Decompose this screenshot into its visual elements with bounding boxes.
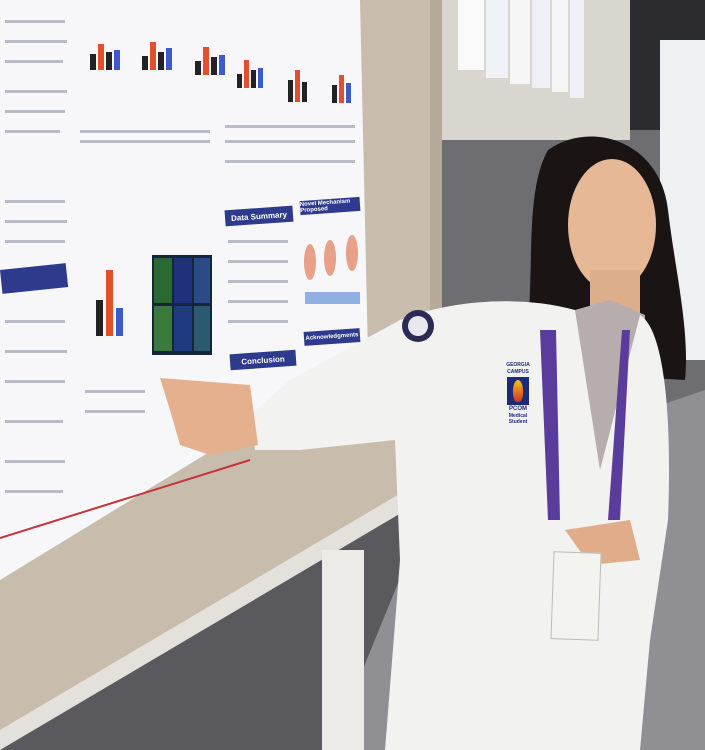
poster-red-line [0,459,251,539]
poster-bar-charts [90,42,351,336]
role-label: Medical Student [508,413,528,425]
flame-logo-icon [507,377,529,405]
distant-posters [458,0,584,98]
lanyard [540,330,560,520]
name-badge [550,551,602,641]
poster-section-bar [0,263,69,294]
pcom-coat-emblem: GEORGIA CAMPUS PCOM Medical Student [500,362,536,425]
poster-body-text [5,20,355,493]
lanyard-right [608,330,630,520]
face [568,159,656,291]
org-label: PCOM [509,406,527,412]
pointing-hand [160,378,258,455]
board-ledge [0,470,440,750]
campus-label: GEORGIA CAMPUS [506,362,530,375]
poster-tube [322,550,364,750]
poster-microscopy-images [152,255,212,355]
mechanism-diagram [304,235,360,304]
